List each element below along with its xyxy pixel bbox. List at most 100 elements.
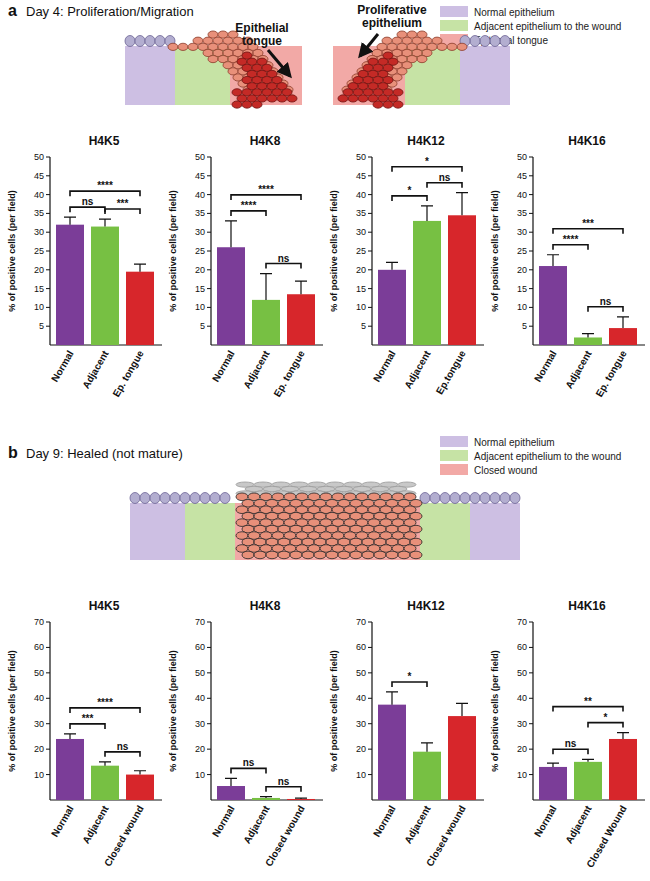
significance-bracket <box>266 264 301 269</box>
bar <box>448 716 476 800</box>
error-bar <box>547 763 559 767</box>
y-tick <box>46 232 50 233</box>
x-tick-label: Adjacent <box>80 348 111 391</box>
normal-cell <box>200 493 210 504</box>
y-tick-label: 30 <box>34 719 44 729</box>
significance-bracket <box>70 724 105 729</box>
wound-cell <box>290 551 302 559</box>
x-tick-label: Closed wound <box>424 804 468 869</box>
marks <box>378 692 476 800</box>
y-tick-label: 20 <box>195 744 205 754</box>
chart-title: H4K12 <box>407 599 445 613</box>
error-bar <box>421 743 433 752</box>
y-tick-label: 20 <box>356 744 366 754</box>
x-tick-label: Adjacent <box>402 348 433 391</box>
y-tick-label: 70 <box>517 617 527 627</box>
significance-bracket <box>588 307 623 312</box>
y-tick-label: 15 <box>34 284 44 294</box>
significance-label: * <box>408 671 412 682</box>
tongue-cell <box>338 95 348 102</box>
y-tick <box>368 213 372 214</box>
y-tick-label: 30 <box>356 227 366 237</box>
y-tick <box>368 774 372 775</box>
bar <box>378 270 406 345</box>
bar-chart: H4K12% of positive cells (per field)1020… <box>329 599 484 868</box>
diagram-label: epithelium <box>362 16 422 30</box>
significance-bracket <box>392 167 462 172</box>
error-bar <box>617 317 629 328</box>
x-tick-label: Adjacent <box>241 803 272 846</box>
bar <box>448 215 476 345</box>
chart-title: H4K5 <box>89 134 120 148</box>
zone-tongue <box>333 46 405 105</box>
significance-bracket <box>70 207 105 212</box>
error-bar <box>64 217 76 225</box>
x-tick-label: Adjacent <box>241 348 272 391</box>
normal-cell <box>190 493 200 504</box>
bar <box>91 227 119 345</box>
significance-label: ns <box>82 196 94 207</box>
y-tick <box>368 251 372 252</box>
y-tick-label: 20 <box>356 265 366 275</box>
y-tick <box>207 647 211 648</box>
y-tick-label: 20 <box>34 744 44 754</box>
y-tick <box>368 723 372 724</box>
error-bar <box>617 733 629 739</box>
significance-label: * <box>604 712 608 723</box>
significance-label: ns <box>243 757 255 768</box>
normal-cell <box>135 36 145 47</box>
y-axis <box>371 622 372 800</box>
y-tick-label: 50 <box>517 152 527 162</box>
tongue-cell <box>393 101 403 108</box>
y-tick <box>46 269 50 270</box>
significance-label: **** <box>258 184 274 195</box>
error-bar <box>456 193 468 216</box>
error-bar <box>386 692 398 705</box>
significance-label: ns <box>439 172 451 183</box>
x-tick-label: Adjacent <box>80 803 111 846</box>
tongue-cell <box>242 101 252 108</box>
normal-cell <box>140 493 150 504</box>
normal-cell <box>170 493 180 504</box>
y-tick-label: 30 <box>195 227 205 237</box>
significance-label: **** <box>241 200 257 211</box>
y-tick <box>207 774 211 775</box>
significance-bracket <box>427 183 462 188</box>
y-tick <box>207 175 211 176</box>
x-tick-label: Adjacent <box>563 348 594 391</box>
zone-tongue <box>230 46 302 105</box>
y-tick <box>368 647 372 648</box>
wound-cell <box>398 551 410 559</box>
bar <box>609 739 637 800</box>
significance-label: * <box>425 156 429 167</box>
bar-chart: H4K5% of positive cells (per field)51015… <box>7 134 162 399</box>
y-tick-label: 30 <box>34 227 44 237</box>
significance-bracket <box>231 195 301 200</box>
panel-title: Day 9: Healed (not mature) <box>26 446 183 461</box>
y-tick <box>46 749 50 750</box>
wound-cell <box>266 551 278 559</box>
x-tick-label: Adjacent <box>402 803 433 846</box>
zone-adjacent <box>185 503 235 560</box>
significance-label: *** <box>117 198 129 209</box>
y-tick <box>368 622 372 623</box>
y-tick-label: 20 <box>34 265 44 275</box>
x-tick-label: Closed wound <box>102 804 146 869</box>
y-tick-label: 45 <box>517 171 527 181</box>
zone-adjacent <box>405 46 460 105</box>
y-tick-label: 25 <box>34 246 44 256</box>
y-tick <box>207 194 211 195</box>
y-tick-label: 30 <box>517 227 527 237</box>
error-bar <box>386 262 398 270</box>
y-tick-label: 70 <box>34 617 44 627</box>
y-tick <box>529 326 533 327</box>
significance-label: ns <box>278 253 290 264</box>
normal-cell <box>450 493 460 504</box>
diagram-label: tongue <box>242 34 282 48</box>
significance-bracket <box>553 245 588 250</box>
error-bar <box>134 264 146 272</box>
x-tick-label: Adjacent <box>563 803 594 846</box>
y-tick <box>529 175 533 176</box>
bar-chart: H4K8% of positive cells (per field)10203… <box>168 599 323 868</box>
y-tick-label: 40 <box>34 190 44 200</box>
